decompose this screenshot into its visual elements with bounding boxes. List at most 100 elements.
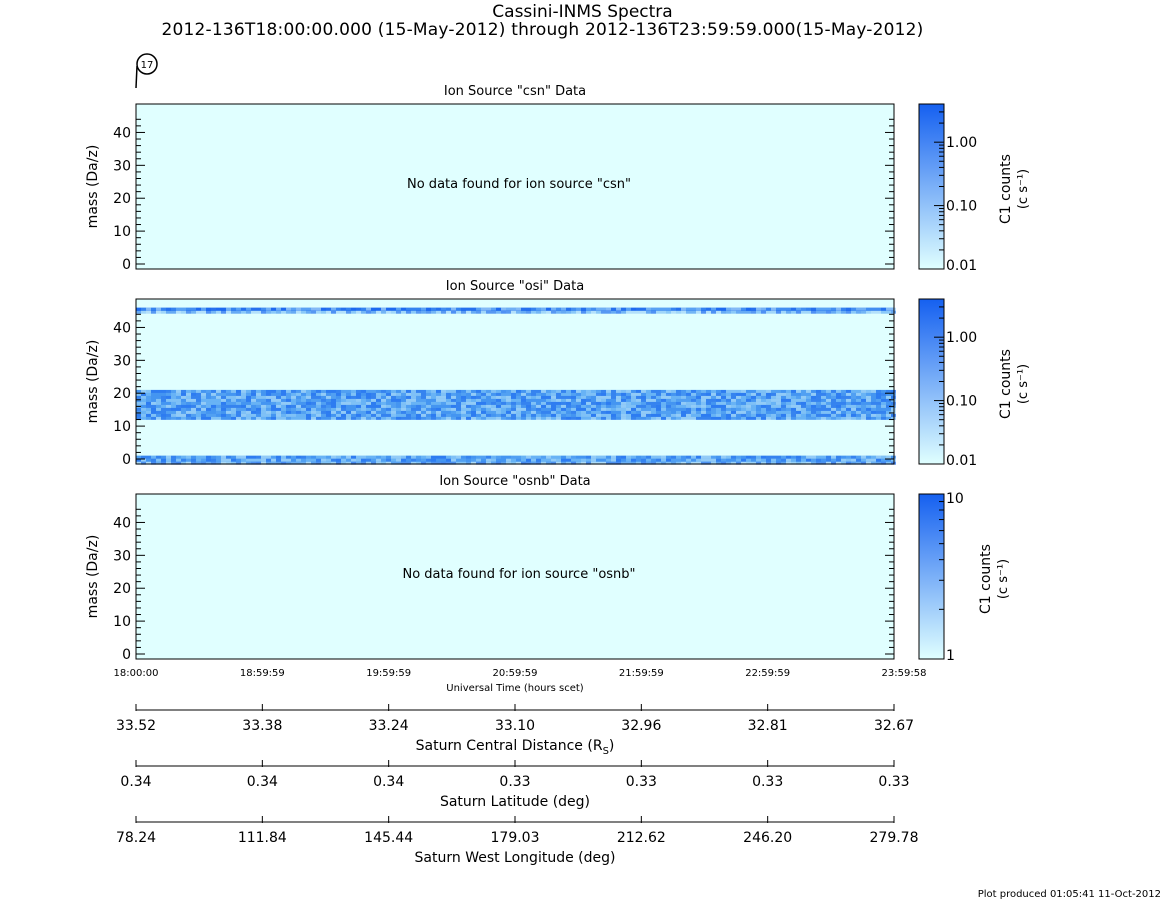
band-pixel [811, 307, 816, 311]
band-pixel [766, 455, 771, 459]
band-pixel [511, 389, 516, 393]
band-pixel [771, 310, 776, 314]
band-pixel [711, 416, 716, 420]
panel-title: Ion Source "csn" Data [444, 84, 586, 99]
band-pixel [786, 392, 791, 396]
band-pixel [761, 404, 766, 408]
band-pixel [491, 461, 496, 465]
band-pixel [156, 398, 161, 402]
band-pixel [196, 310, 201, 314]
band-pixel [591, 458, 596, 462]
band-pixel [301, 416, 306, 420]
band-pixel [831, 398, 836, 402]
band-pixel [436, 395, 441, 399]
band-pixel [391, 455, 396, 459]
band-pixel [586, 413, 591, 417]
band-pixel [266, 398, 271, 402]
band-pixel [356, 401, 361, 405]
band-pixel [686, 392, 691, 396]
band-pixel [346, 404, 351, 408]
band-pixel [166, 461, 171, 465]
band-pixel [291, 401, 296, 405]
band-pixel [556, 416, 561, 420]
band-pixel [526, 413, 531, 417]
band-pixel [831, 401, 836, 405]
band-pixel [346, 392, 351, 396]
band-pixel [536, 407, 541, 411]
band-pixel [571, 404, 576, 408]
band-pixel [381, 458, 386, 462]
band-pixel [676, 307, 681, 311]
band-pixel [571, 398, 576, 402]
band-pixel [471, 413, 476, 417]
band-pixel [186, 455, 191, 459]
band-pixel [746, 413, 751, 417]
band-pixel [211, 458, 216, 462]
band-pixel [741, 389, 746, 393]
band-pixel [606, 398, 611, 402]
band-pixel [511, 307, 516, 311]
y-tick-label: 30 [113, 158, 131, 174]
band-pixel [206, 461, 211, 465]
panel-frame [135, 103, 895, 270]
band-pixel [481, 389, 486, 393]
band-pixel [571, 455, 576, 459]
band-pixel [331, 458, 336, 462]
band-pixel [596, 407, 601, 411]
band-pixel [236, 404, 241, 408]
band-pixel [436, 410, 441, 414]
band-pixel [791, 458, 796, 462]
band-pixel [701, 407, 706, 411]
band-pixel [646, 310, 651, 314]
band-pixel [301, 307, 306, 311]
band-pixel [351, 461, 356, 465]
band-pixel [731, 392, 736, 396]
band-pixel [511, 407, 516, 411]
band-pixel [271, 407, 276, 411]
band-pixel [211, 310, 216, 314]
band-pixel [311, 389, 316, 393]
band-pixel [451, 407, 456, 411]
band-pixel [631, 392, 636, 396]
band-pixel [161, 407, 166, 411]
band-pixel [636, 413, 641, 417]
band-pixel [836, 407, 841, 411]
band-pixel [701, 404, 706, 408]
band-pixel [266, 401, 271, 405]
band-pixel [446, 401, 451, 405]
band-pixel [786, 461, 791, 465]
band-pixel [201, 392, 206, 396]
band-pixel [711, 407, 716, 411]
band-pixel [251, 455, 256, 459]
band-pixel [341, 398, 346, 402]
band-pixel [336, 389, 341, 393]
band-pixel [166, 307, 171, 311]
band-pixel [861, 407, 866, 411]
band-pixel [866, 455, 871, 459]
band-pixel [881, 398, 886, 402]
band-pixel [461, 389, 466, 393]
band-pixel [856, 458, 861, 462]
band-pixel [861, 395, 866, 399]
band-pixel [781, 461, 786, 465]
band-pixel [346, 410, 351, 414]
band-pixel [586, 392, 591, 396]
band-pixel [541, 410, 546, 414]
band-pixel [661, 395, 666, 399]
band-pixel [676, 398, 681, 402]
band-pixel [706, 407, 711, 411]
band-pixel [866, 395, 871, 399]
band-pixel [436, 389, 441, 393]
band-pixel [661, 401, 666, 405]
band-pixel [841, 307, 846, 311]
band-pixel [561, 389, 566, 393]
band-pixel [541, 416, 546, 420]
band-pixel [501, 410, 506, 414]
band-pixel [441, 389, 446, 393]
band-pixel [506, 389, 511, 393]
band-pixel [471, 407, 476, 411]
band-pixel [731, 416, 736, 420]
band-pixel [691, 410, 696, 414]
band-pixel [856, 416, 861, 420]
ephemeris-value: 279.78 [870, 830, 919, 846]
